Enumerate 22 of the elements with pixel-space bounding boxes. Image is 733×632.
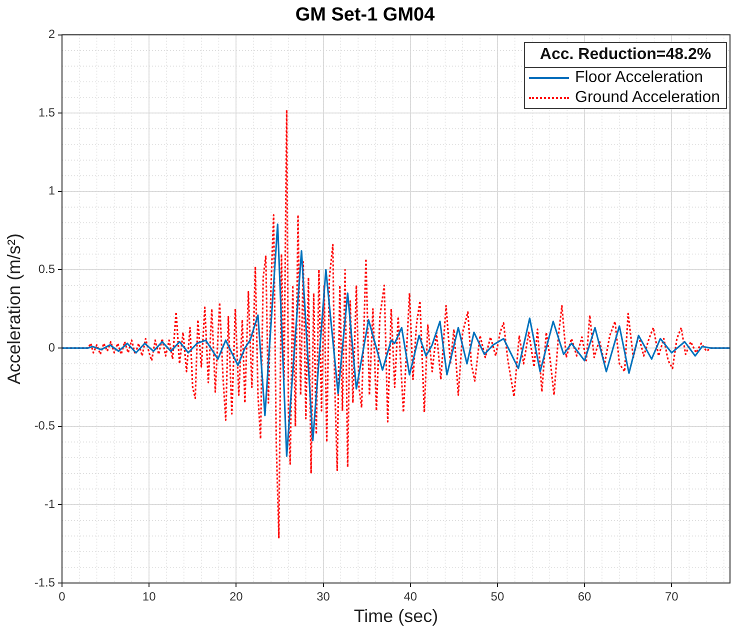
y-tick-label: 1: [48, 184, 56, 198]
legend-label: Floor Acceleration: [575, 68, 704, 87]
x-axis-title: Time (sec): [354, 606, 438, 626]
x-tick-label: 0: [58, 590, 66, 604]
x-tick-label: 30: [316, 590, 330, 604]
legend-label: Ground Acceleration: [575, 88, 720, 107]
y-tick-label: -0.5: [34, 418, 56, 433]
y-tick-label: 0: [48, 340, 56, 354]
chart-title: GM Set-1 GM04: [295, 4, 436, 26]
x-tick-label: 70: [664, 590, 679, 604]
y-tick-label: -1: [44, 497, 56, 511]
x-tick-label: 10: [142, 590, 156, 604]
y-tick-label: 2: [48, 27, 56, 42]
x-tick-label: 60: [578, 590, 592, 604]
x-tick-label: 40: [404, 590, 418, 604]
x-tick-label: 50: [490, 590, 504, 604]
x-tick-label: 20: [230, 590, 244, 604]
y-tick-label: 1.5: [38, 105, 56, 120]
y-axis-title: Acceleration (m/s²): [4, 233, 24, 384]
legend-title: Acc. Reduction=48.2%: [525, 42, 726, 68]
y-tick-label: -1.5: [34, 575, 56, 590]
y-tick-label: 0.5: [38, 262, 56, 276]
